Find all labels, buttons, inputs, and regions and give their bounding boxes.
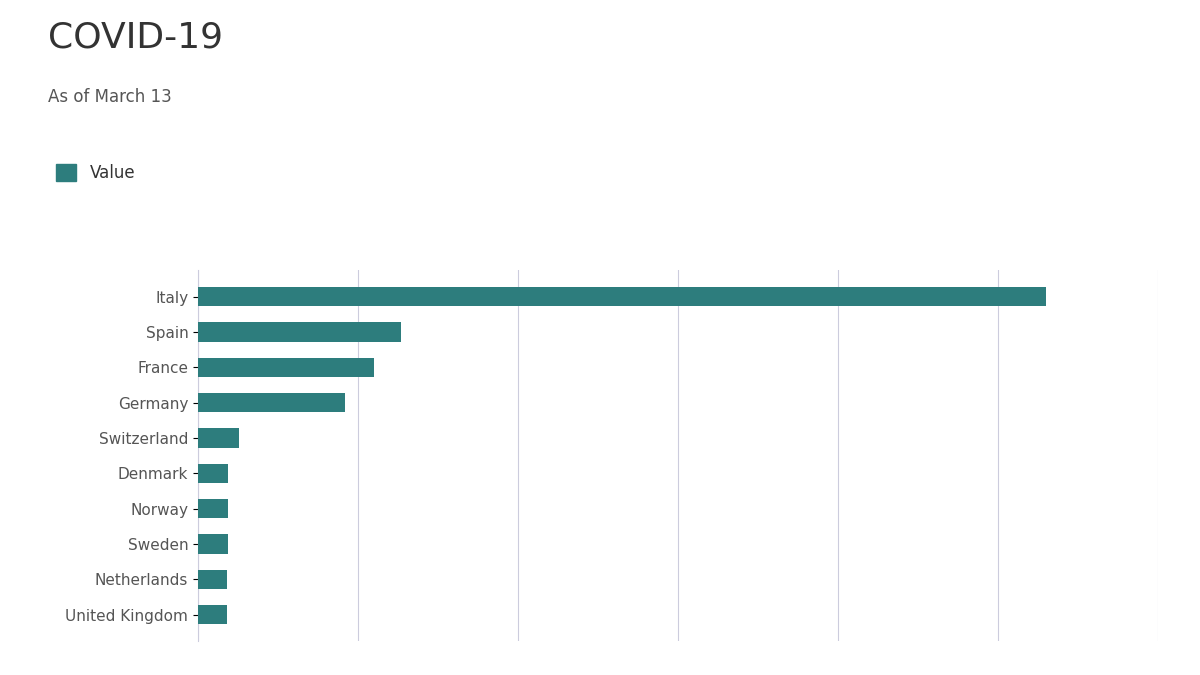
Bar xyxy=(198,464,228,483)
Text: As of March 13: As of March 13 xyxy=(48,88,172,106)
Bar xyxy=(198,570,228,589)
Bar xyxy=(198,287,1045,306)
Bar xyxy=(198,322,401,342)
Bar xyxy=(198,428,239,448)
Bar xyxy=(198,358,373,377)
Bar xyxy=(198,499,228,518)
Text: COVID-19: COVID-19 xyxy=(48,20,223,54)
Bar xyxy=(198,393,344,412)
Legend: Value: Value xyxy=(56,163,136,182)
Bar xyxy=(198,534,228,554)
Bar xyxy=(198,605,227,624)
